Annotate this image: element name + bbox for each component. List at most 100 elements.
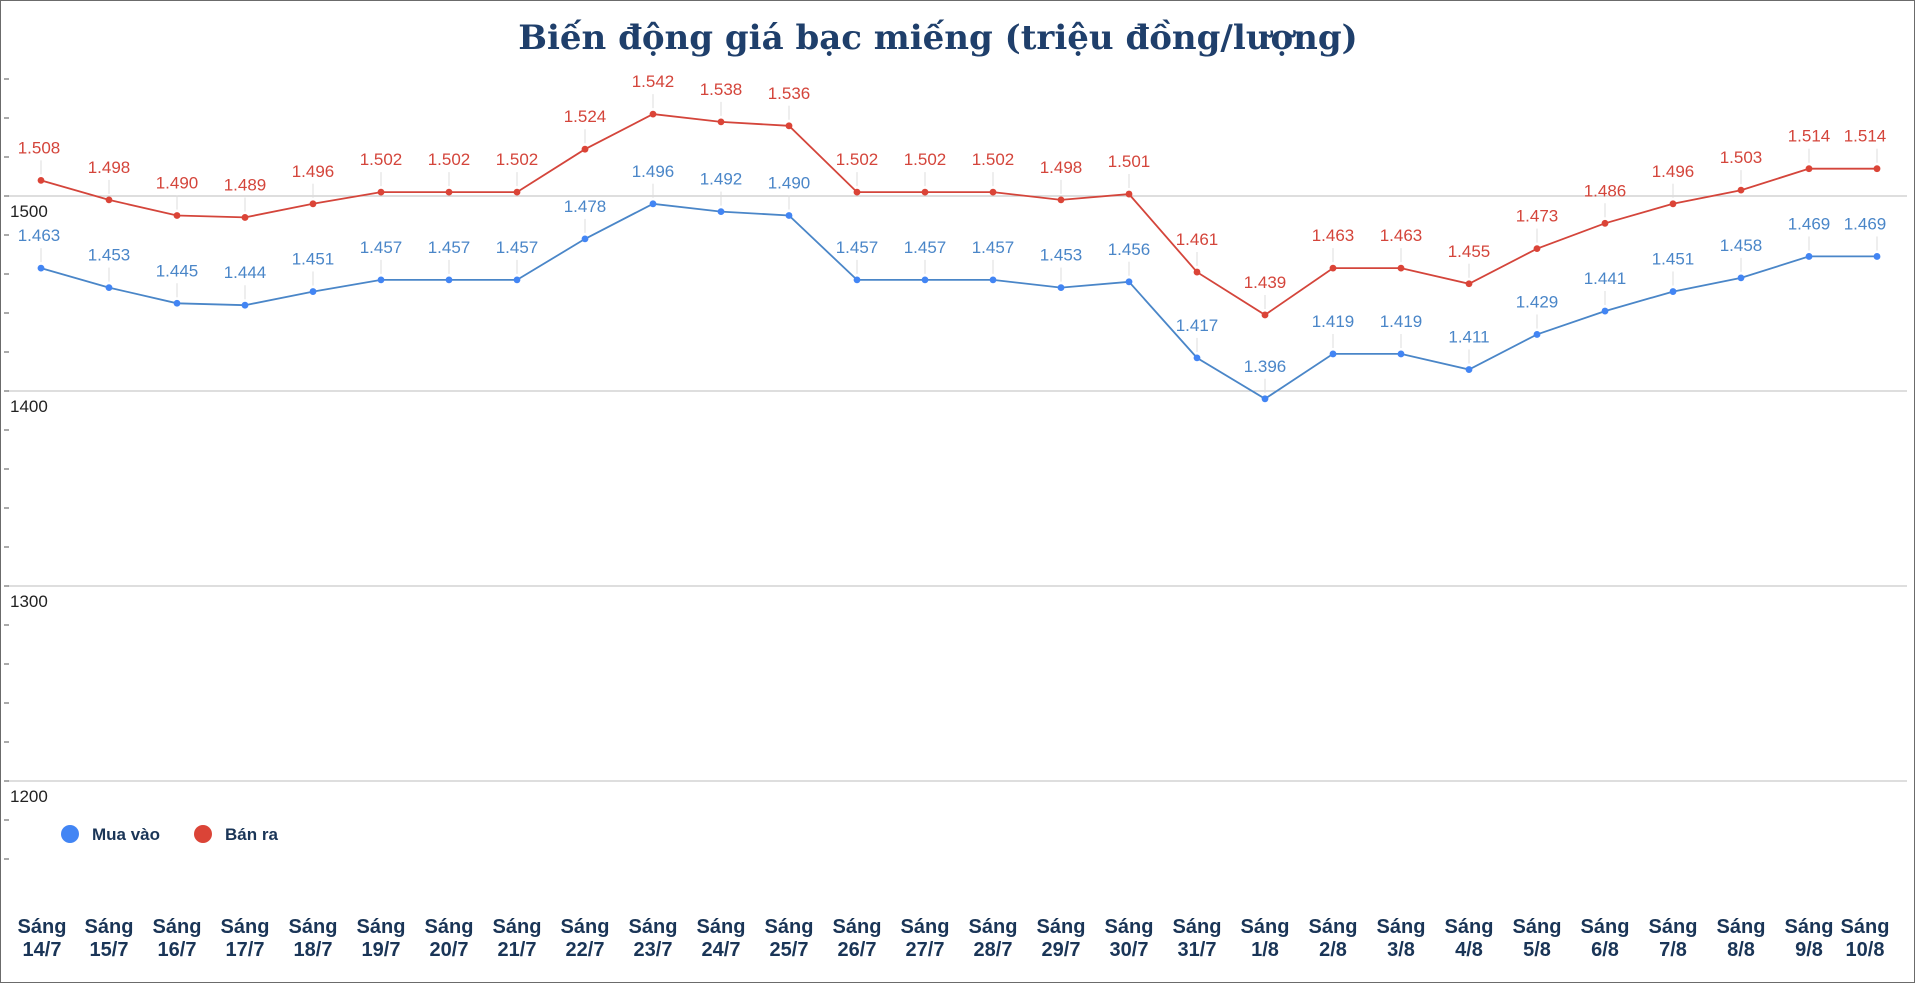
data-label: 1.457 [836,238,879,257]
data-point [1193,354,1201,362]
data-point [649,110,657,118]
x-tick-label: 26/7 [838,939,877,961]
data-point [1465,366,1473,373]
data-label: 1.508 [18,138,61,157]
data-label: 1.502 [496,150,539,169]
data-label: 1.498 [1040,158,1083,177]
data-point [853,276,861,284]
data-label: 1.451 [1652,250,1695,269]
data-label: 1.453 [88,246,131,265]
x-tick-label: 19/7 [362,939,401,961]
data-point [377,188,385,196]
data-point [173,212,181,219]
data-label: 1.419 [1380,312,1423,331]
data-label: 1.490 [156,174,199,193]
data-point [37,264,45,272]
chart-title: Biến động giá bạc miếng (triệu đồng/lượn… [518,18,1357,58]
data-point [717,208,725,216]
x-tick-label: 5/8 [1523,939,1551,961]
x-tick-label: 31/7 [1178,939,1217,961]
data-label: 1.489 [224,175,267,194]
data-label: 1.473 [1516,207,1559,226]
data-point [1057,196,1065,204]
x-tick-label: Sáng [561,916,610,938]
data-label: 1.486 [1584,181,1627,200]
data-label: 1.501 [1108,152,1151,171]
x-tick-label: Sáng [1513,916,1562,938]
x-tick-label: Sáng [697,916,746,938]
x-tick-label: 21/7 [498,939,537,961]
data-label: 1.498 [88,158,131,177]
data-label: 1.457 [496,238,539,257]
x-tick-label: Sáng [901,916,950,938]
data-label: 1.496 [292,162,335,181]
x-tick-label: Sáng [833,916,882,938]
data-point [921,188,929,196]
data-label: 1.492 [700,170,743,189]
x-tick-label: 6/8 [1591,939,1619,961]
x-tick-label: 18/7 [294,939,333,961]
data-point [445,276,453,284]
y-tick-label-1500: 1500 [10,202,48,221]
data-point [1805,165,1813,173]
data-label: 1.538 [700,80,743,99]
series-layer [37,110,1881,403]
data-point [309,288,317,295]
data-point [1873,165,1881,173]
data-label: 1.429 [1516,292,1559,311]
y-tick-label-1400: 1400 [10,397,48,416]
data-point [1805,253,1813,260]
data-point [785,212,793,219]
data-label: 1.469 [1788,214,1831,233]
data-label: 1.463 [18,226,61,245]
legend-label-mua-vao: Mua vào [92,825,160,844]
x-tick-label: 20/7 [430,939,469,961]
x-tick-label: 15/7 [90,939,129,961]
data-point [1533,245,1541,253]
x-tick-label: 7/8 [1659,939,1687,961]
x-tick-label: Sáng [493,916,542,938]
data-point [1329,350,1337,358]
x-tick-label: Sáng [1841,916,1890,938]
data-point [173,299,181,307]
data-point [1601,219,1609,227]
data-point [1261,395,1269,403]
data-label: 1.411 [1448,328,1489,347]
data-label: 1.502 [836,150,879,169]
data-point [989,276,997,284]
data-label: 1.419 [1312,312,1355,331]
data-point [37,177,45,184]
data-point [1465,280,1473,288]
x-tick-label: Sáng [1649,916,1698,938]
data-label: 1.536 [768,84,811,103]
x-tick-label: 1/8 [1251,939,1279,961]
data-point [445,188,453,196]
x-tick-label: 17/7 [226,939,265,961]
data-point [785,122,793,130]
y-axis: 1200 1300 1400 1500 [4,78,48,860]
data-label: 1.469 [1844,214,1887,233]
x-tick-label: Sáng [1785,916,1834,938]
x-tick-label: 30/7 [1110,939,1149,961]
x-tick-label: Sáng [153,916,202,938]
x-tick-label: Sáng [357,916,406,938]
legend-marker-mua-vao [61,825,79,843]
data-label: 1.457 [904,238,947,257]
data-point [581,235,589,243]
data-point [1397,350,1405,358]
x-tick-label: Sáng [969,916,1018,938]
x-axis: Sáng14/7Sáng15/7Sáng16/7Sáng17/7Sáng18/7… [18,916,1890,961]
data-point [1601,307,1609,315]
data-label: 1.439 [1244,273,1287,292]
x-tick-label: Sáng [1105,916,1154,938]
x-tick-label: 27/7 [906,939,945,961]
x-tick-label: Sáng [1241,916,1290,938]
data-point [1397,264,1405,272]
data-point [717,118,725,126]
data-label: 1.496 [1652,162,1695,181]
data-label: 1.496 [632,162,675,181]
x-tick-label: Sáng [221,916,270,938]
data-label: 1.444 [224,263,267,282]
data-label: 1.514 [1844,127,1887,146]
series-line-1 [40,113,1877,316]
